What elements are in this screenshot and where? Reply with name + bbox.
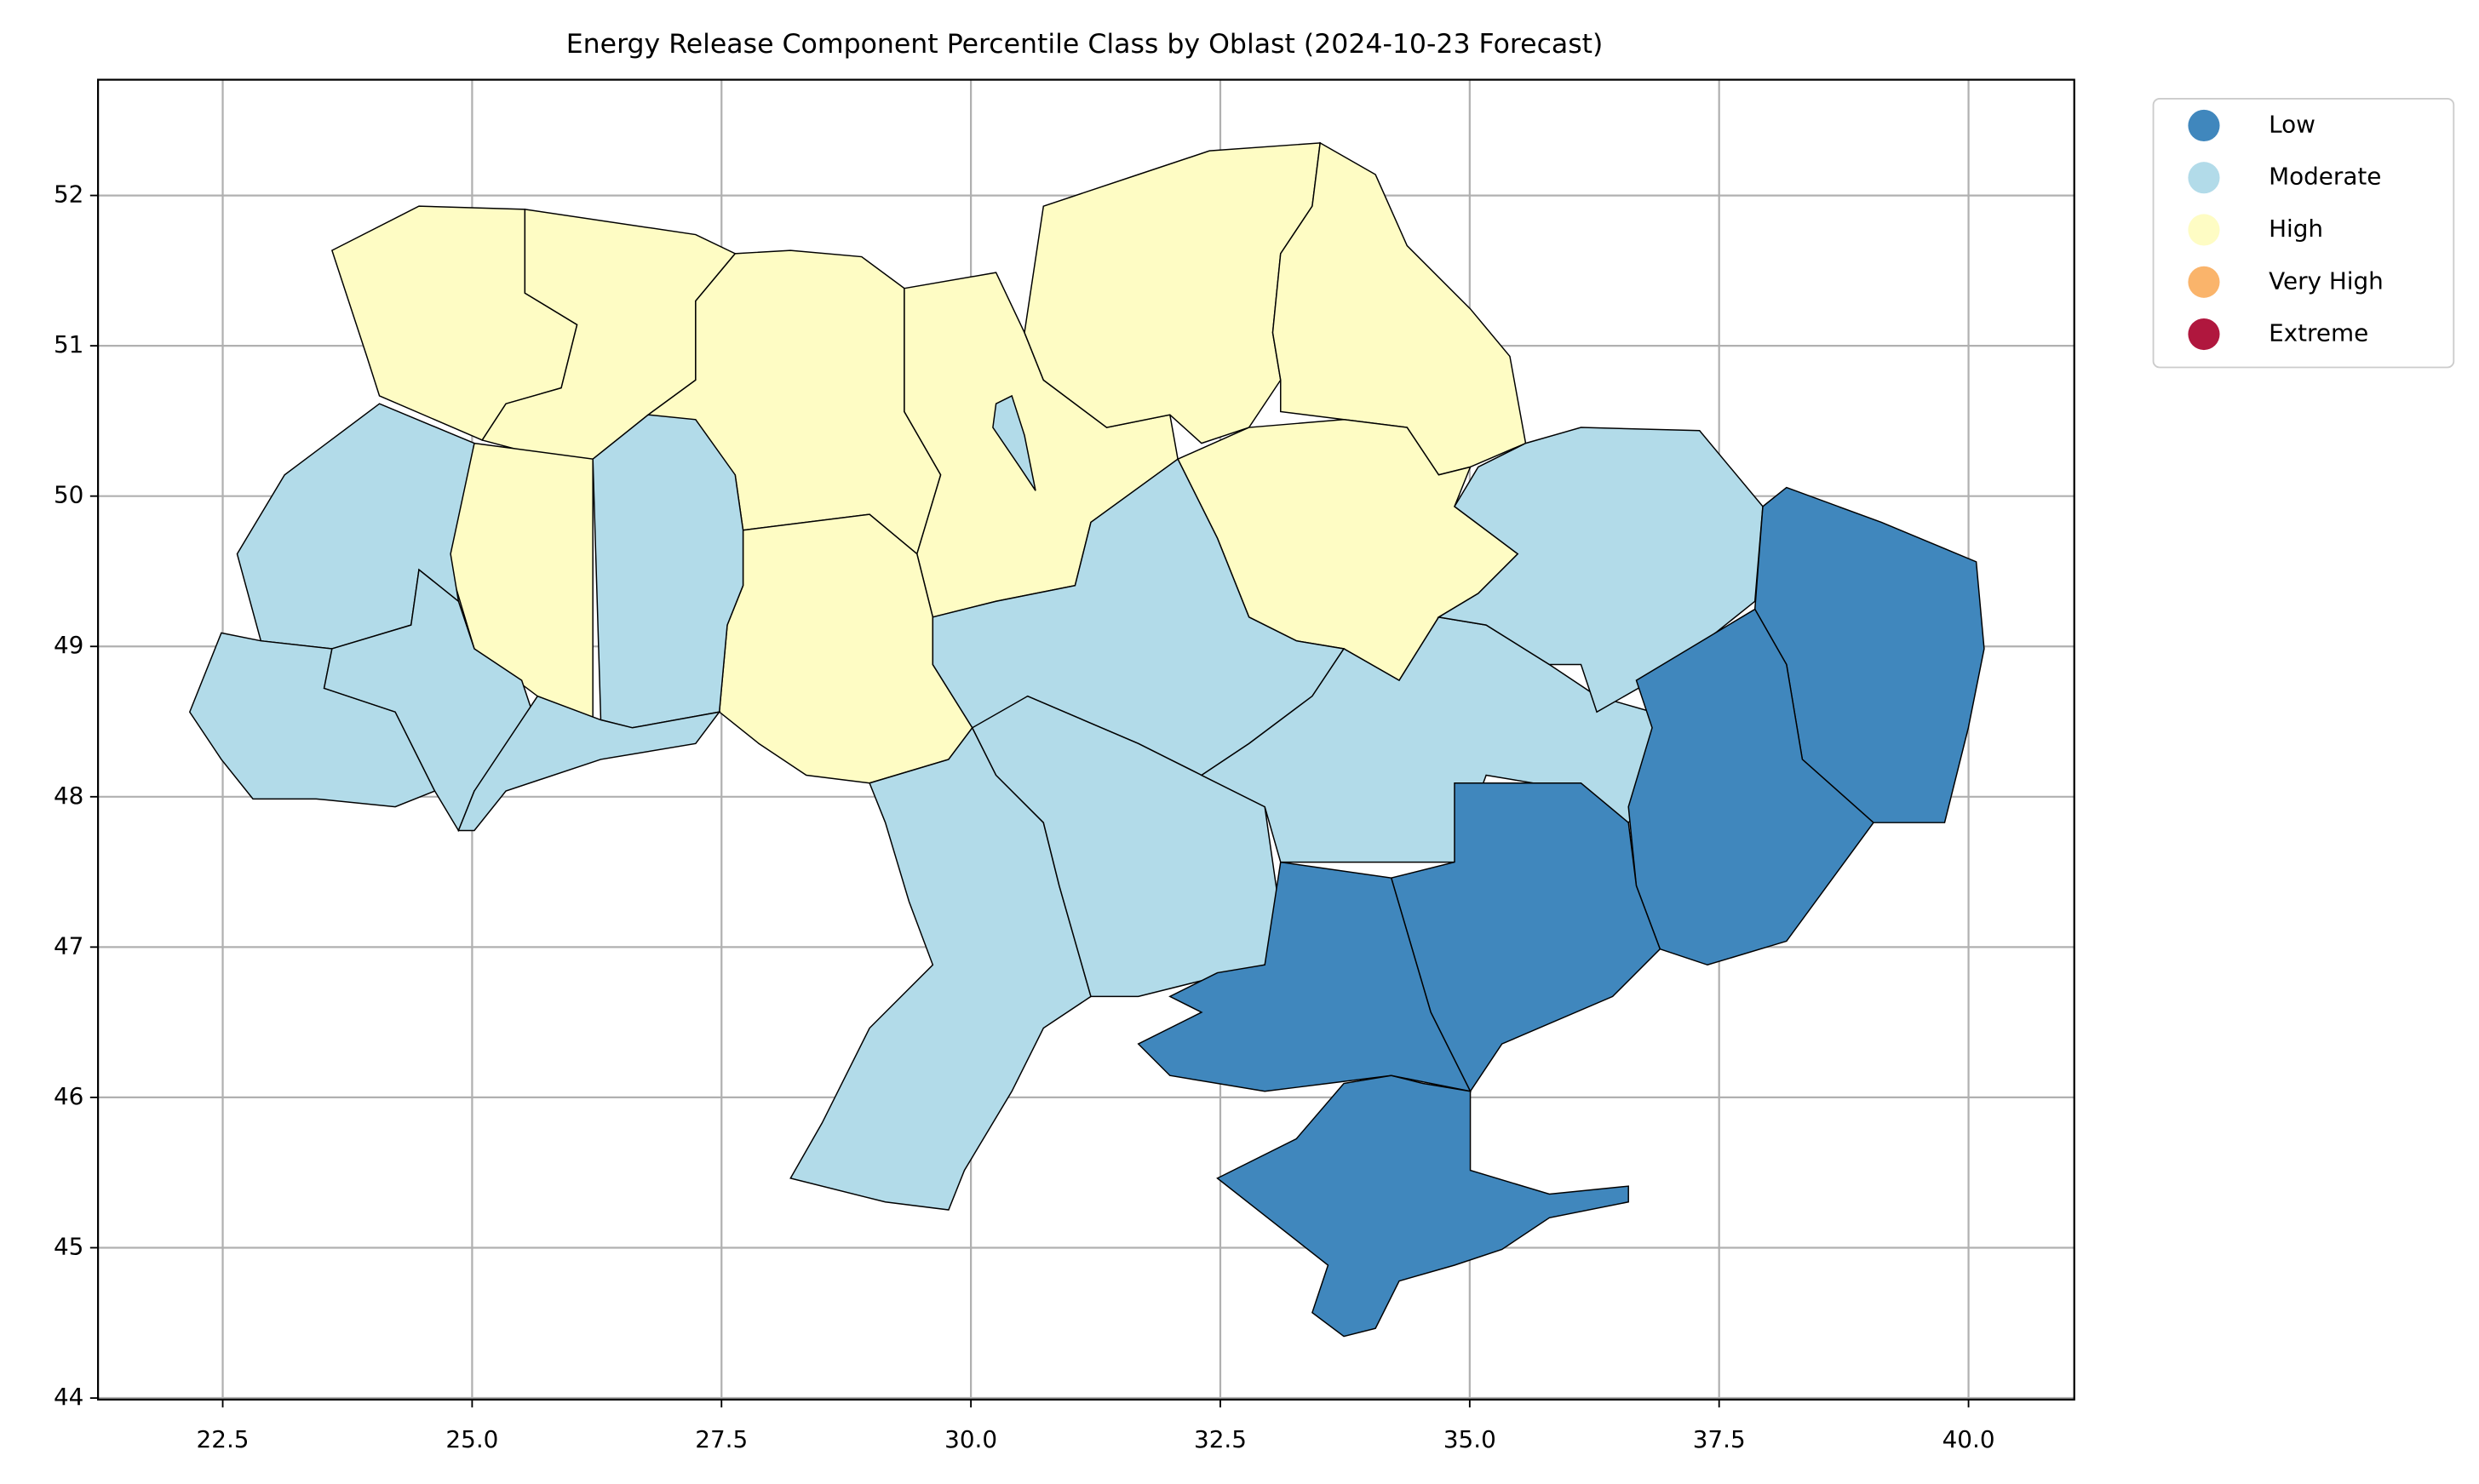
oblast [1216, 1074, 1629, 1338]
y-tick-label: 48 [54, 782, 83, 810]
legend-label: Extreme [2269, 319, 2368, 347]
x-tick-label: 35.0 [1443, 1425, 1496, 1453]
x-tick-label: 40.0 [1942, 1425, 1995, 1453]
x-tick-label: 37.5 [1693, 1425, 1746, 1453]
chart-title: Energy Release Component Percentile Clas… [566, 29, 1604, 60]
y-tick-label: 51 [54, 330, 83, 358]
legend-label: Moderate [2269, 163, 2381, 191]
legend-marker [2188, 266, 2220, 298]
x-tick-label: 27.5 [695, 1425, 748, 1453]
y-tick-label: 46 [54, 1082, 83, 1110]
y-tick-label: 45 [54, 1232, 83, 1260]
map [188, 141, 1985, 1338]
legend-marker [2188, 214, 2220, 246]
legend: Low Moderate High Very High Extreme [2188, 109, 2384, 351]
legend-marker [2188, 318, 2220, 351]
x-tick-label: 30.0 [944, 1425, 997, 1453]
oblast [1627, 608, 1874, 966]
y-tick-label: 47 [54, 931, 83, 960]
y-tick-label: 50 [54, 481, 83, 509]
legend-box [2152, 97, 2455, 369]
legend-marker [2188, 162, 2220, 194]
y-tick-label: 49 [54, 631, 83, 659]
oblast [1137, 861, 1472, 1092]
plot-frame [96, 78, 2075, 1401]
oblast [592, 414, 744, 729]
y-tick-label: 52 [54, 180, 83, 209]
legend-label: High [2269, 215, 2323, 243]
legend-label: Low [2269, 110, 2315, 138]
ticks: 22.5 25.0 27.5 30.0 32.5 35.0 37.5 40.0 44 45 46 47… [54, 180, 1995, 1454]
y-tick-label: 44 [54, 1383, 83, 1411]
x-tick-label: 25.0 [445, 1425, 498, 1453]
oblast [457, 695, 721, 832]
legend-label: Very High [2269, 266, 2384, 295]
x-tick-label: 32.5 [1194, 1425, 1247, 1453]
oblast [992, 394, 1036, 491]
legend-marker [2188, 109, 2220, 142]
x-tick-label: 22.5 [197, 1425, 250, 1453]
